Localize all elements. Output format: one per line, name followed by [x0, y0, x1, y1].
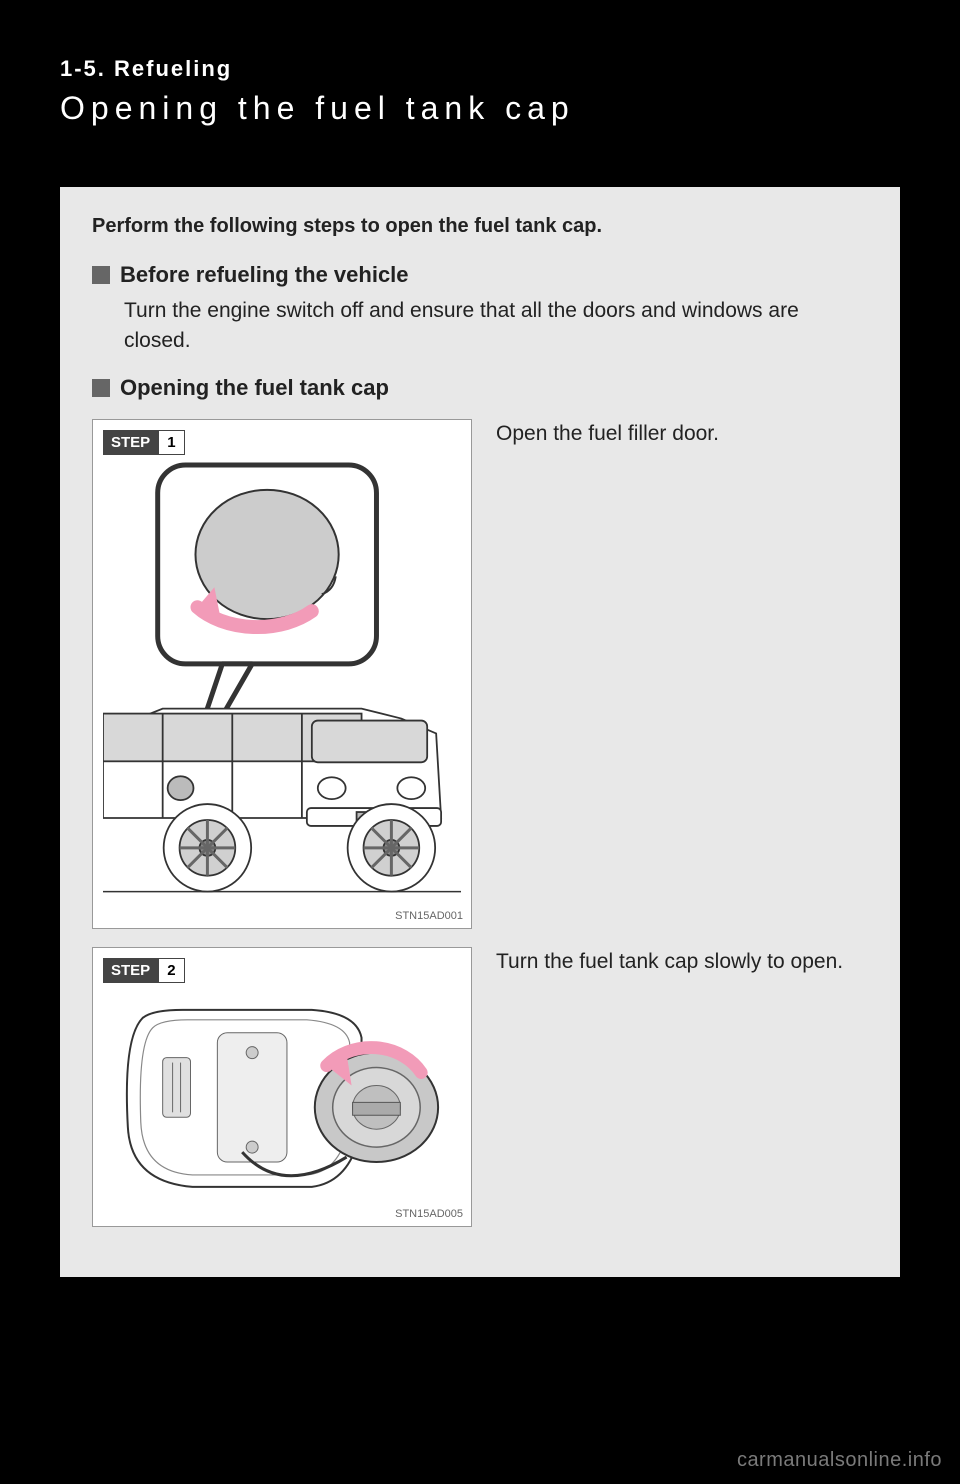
subsection-title: Before refueling the vehicle [120, 262, 409, 288]
figure-id: STN15AD005 [395, 1208, 463, 1220]
fuel-cap-illustration [103, 988, 461, 1207]
step-badge: STEP 2 [103, 958, 185, 983]
step-row: STEP 1 [92, 419, 868, 929]
content-panel: Perform the following steps to open the … [60, 187, 900, 1277]
watermark: carmanualsonline.info [737, 1449, 942, 1472]
square-bullet-icon [92, 266, 110, 284]
square-bullet-icon [92, 379, 110, 397]
figure-step-1: STEP 1 [92, 419, 472, 929]
figure-id: STN15AD001 [395, 910, 463, 922]
subsection-opening-cap: Opening the fuel tank cap STEP 1 [92, 375, 868, 1227]
step-label: STEP [103, 430, 158, 455]
step-badge: STEP 1 [103, 430, 185, 455]
page-title: Opening the fuel tank cap [60, 90, 900, 127]
intro-text: Perform the following steps to open the … [92, 215, 868, 238]
figure-step-2: STEP 2 [92, 947, 472, 1227]
page-header: 1-5. Refueling Opening the fuel tank cap [0, 0, 960, 147]
step-number: 2 [158, 958, 184, 983]
subsection-title: Opening the fuel tank cap [120, 375, 389, 401]
step-label: STEP [103, 958, 158, 983]
subsection-header: Opening the fuel tank cap [92, 375, 868, 401]
subsection-header: Before refueling the vehicle [92, 262, 868, 288]
fuel-door-illustration [103, 460, 461, 908]
step-number: 1 [158, 430, 184, 455]
step-instruction: Turn the fuel tank cap slowly to open. [496, 947, 868, 977]
section-number: 1-5. Refueling [60, 56, 900, 82]
subsection-body: Turn the engine switch off and ensure th… [124, 296, 868, 357]
step-instruction: Open the fuel filler door. [496, 419, 868, 449]
subsection-before-refueling: Before refueling the vehicle Turn the en… [92, 262, 868, 357]
step-row: STEP 2 [92, 947, 868, 1227]
